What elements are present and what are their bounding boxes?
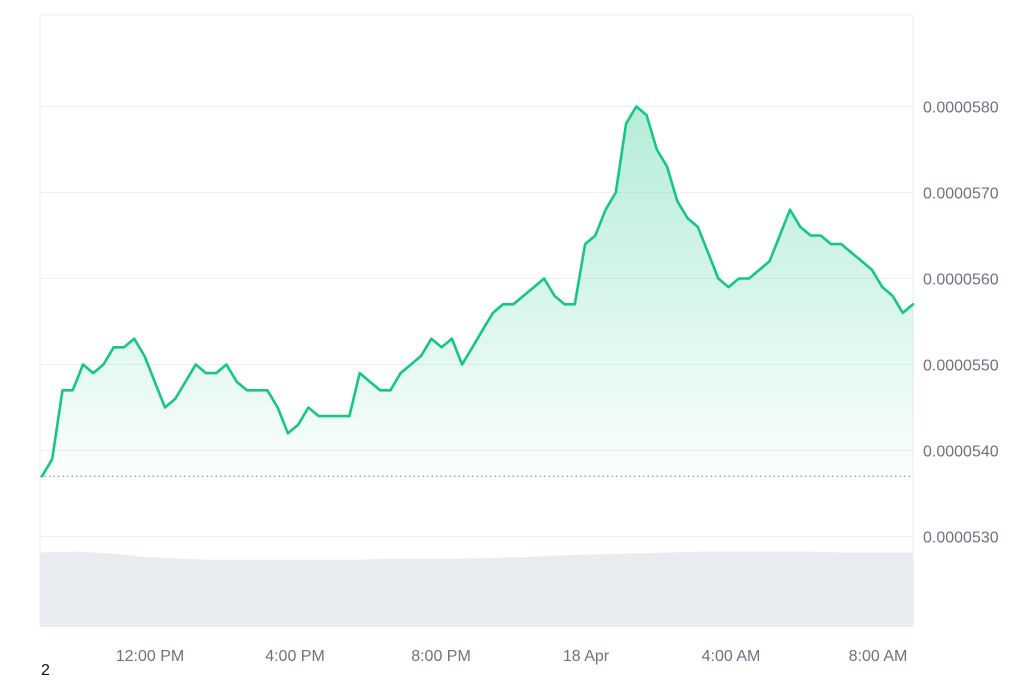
y-axis-ticks: 0.0000530 0.0000540 0.0000550 0.0000560 0.00… [923,100,999,547]
price-area-fill [42,106,913,477]
y-tick-label: 0.0000580 [923,100,999,117]
x-tick-label: 18 Apr [563,648,610,665]
x-tick-label: 4:00 AM [702,648,761,665]
price-area [42,106,913,477]
corner-label: 2 [41,662,50,679]
x-tick-label: 12:00 PM [116,648,184,665]
volume-area [40,551,913,627]
x-tick-label: 8:00 PM [411,648,471,665]
y-tick-label: 0.0000540 [923,444,999,461]
price-line [40,105,915,478]
y-tick-label: 0.0000570 [923,186,999,203]
volume-shape [40,551,913,627]
x-axis-ticks: 12:00 PM 4:00 PM 8:00 PM 18 Apr 4:00 AM 8:00 … [116,648,908,665]
y-tick-label: 0.0000530 [923,530,999,547]
price-line-path [40,105,915,478]
x-tick-label: 8:00 AM [849,648,908,665]
y-tick-label: 0.0000550 [923,358,999,375]
x-tick-label: 4:00 PM [265,648,325,665]
y-tick-label: 0.0000560 [923,272,999,289]
